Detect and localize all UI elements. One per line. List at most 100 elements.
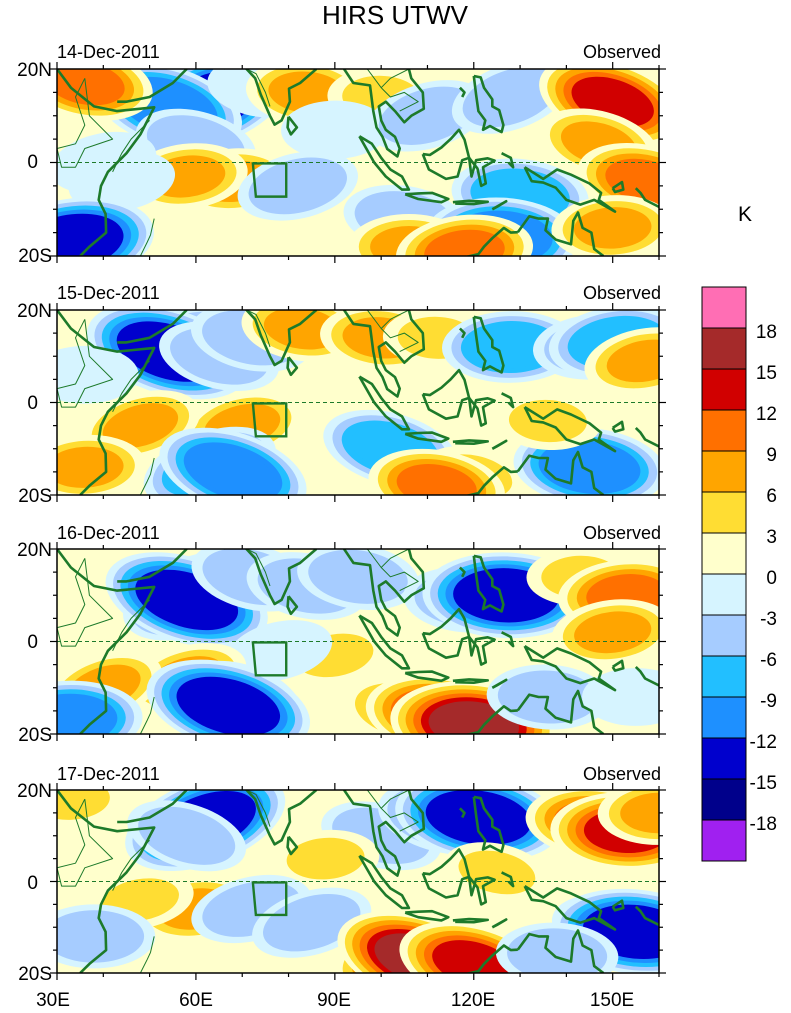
panel-1-ytick-20s: 20S: [18, 246, 52, 267]
panel-2-ytick-20s: 20S: [18, 486, 52, 507]
coastline: [516, 450, 605, 495]
panel-1-region-box: [251, 162, 288, 198]
coastline: [452, 678, 490, 685]
colorbar-box: [701, 327, 747, 370]
border-line: [380, 69, 410, 89]
coastline: [472, 74, 505, 134]
panel-3: 16-Dec-2011 Observed 20N 0 20S: [17, 523, 666, 746]
coastline: [421, 848, 471, 899]
coastline: [404, 909, 450, 922]
panel-4-anomaly-blob: [620, 792, 659, 834]
border-line: [57, 798, 114, 887]
panel-2: 15-Dec-2011 Observed 20N 0 20S: [17, 283, 666, 507]
panel-3-ticks: [50, 542, 666, 741]
border-line: [57, 78, 114, 168]
panel-4-anomaly-blob: [149, 813, 225, 859]
colorbar-box: [701, 491, 747, 534]
xtick-90e: 90E: [317, 990, 351, 1011]
panel-4-coastline: [57, 790, 659, 973]
border-line: [112, 120, 150, 173]
coastline: [343, 549, 426, 637]
panel-2-anomaly-blob: [57, 353, 124, 396]
colorbar-box: [701, 409, 747, 452]
coastline: [223, 310, 318, 367]
colorbar-units: K: [738, 203, 752, 226]
coastline: [501, 392, 515, 409]
coastline: [404, 670, 450, 683]
coastline: [358, 135, 411, 191]
panel-3-anomaly-blob: [574, 611, 652, 654]
coastline: [286, 356, 299, 377]
coastline: [491, 439, 508, 450]
coastline: [611, 899, 625, 912]
panel-2-ytick-0: 0: [27, 393, 38, 414]
border-line: [366, 69, 419, 112]
coastline: [117, 790, 188, 824]
coastline: [458, 86, 466, 98]
xtick-60e: 60E: [179, 990, 213, 1011]
x-axis: 30E 60E 90E 120E 150E: [36, 990, 634, 1011]
panel-1-anomaly-blob: [295, 108, 374, 152]
coastline: [523, 166, 617, 213]
colorbar-label-neg18: -18: [750, 814, 777, 835]
coastline: [501, 871, 515, 888]
panel-3-coastline: [57, 549, 659, 734]
coastline: [523, 644, 617, 692]
border-line: [246, 69, 271, 107]
border-line: [366, 310, 419, 353]
coastline: [358, 854, 411, 910]
coastline: [472, 795, 505, 854]
colorbar-box: [701, 655, 747, 698]
coastline: [523, 884, 617, 931]
coastline: [452, 439, 490, 446]
colorbar-box: [701, 286, 747, 329]
colorbar-label-neg12: -12: [750, 732, 777, 753]
panel-1-coastline: [57, 69, 659, 256]
coastline: [501, 152, 515, 169]
chart-title: HIRS UTWV: [322, 0, 469, 30]
panel-4-anomaly-blob: [518, 934, 596, 973]
coastline: [491, 918, 508, 929]
panel-2-coastline: [57, 310, 659, 495]
region-box: [251, 402, 288, 438]
border-line: [139, 696, 155, 734]
border-line: [57, 319, 114, 408]
coastline: [421, 368, 471, 421]
colorbar-label-6: 6: [766, 486, 777, 507]
coastline: [516, 689, 605, 734]
region-box: [251, 162, 288, 198]
colorbar-label-18: 18: [756, 322, 777, 343]
panel-1-ticks: [50, 62, 666, 263]
coastline: [117, 549, 188, 583]
panel-2-anomaly-blob: [57, 446, 124, 488]
panel-3-ytick-0: 0: [27, 632, 38, 653]
coastline: [286, 595, 299, 616]
panel-1: 14-Dec-2011 Observed 20N 0 20S: [17, 42, 666, 267]
coastline: [117, 69, 188, 103]
coastline: [458, 807, 466, 819]
colorbar-box: [701, 573, 747, 616]
coastline: [634, 905, 659, 927]
coastline: [223, 69, 318, 126]
panel-3-anomaly-blob: [184, 680, 273, 732]
panel-1-anomaly-blob: [389, 93, 466, 139]
colorbar-label-neg3: -3: [760, 609, 777, 630]
panel-2-anomaly-blob: [102, 403, 179, 449]
coastline: [343, 310, 426, 398]
colorbar: K 18 15 12 9 6 3 0 -3 -6 -9 -12 -15 -18: [701, 203, 777, 862]
coastline: [467, 635, 496, 666]
colorbar-label-3: 3: [766, 527, 777, 548]
coastline: [611, 180, 625, 194]
colorbar-box: [701, 696, 747, 739]
panel-1-ytick-20n: 20N: [17, 60, 52, 81]
coastline: [404, 431, 450, 444]
xtick-150e: 150E: [590, 990, 634, 1011]
border-line: [112, 599, 150, 652]
colorbar-label-12: 12: [756, 404, 777, 425]
panel-4-ytick-20s: 20S: [18, 964, 52, 985]
coastline: [501, 631, 515, 648]
coastline: [117, 310, 188, 344]
coastline: [404, 191, 450, 204]
border-line: [139, 936, 155, 973]
